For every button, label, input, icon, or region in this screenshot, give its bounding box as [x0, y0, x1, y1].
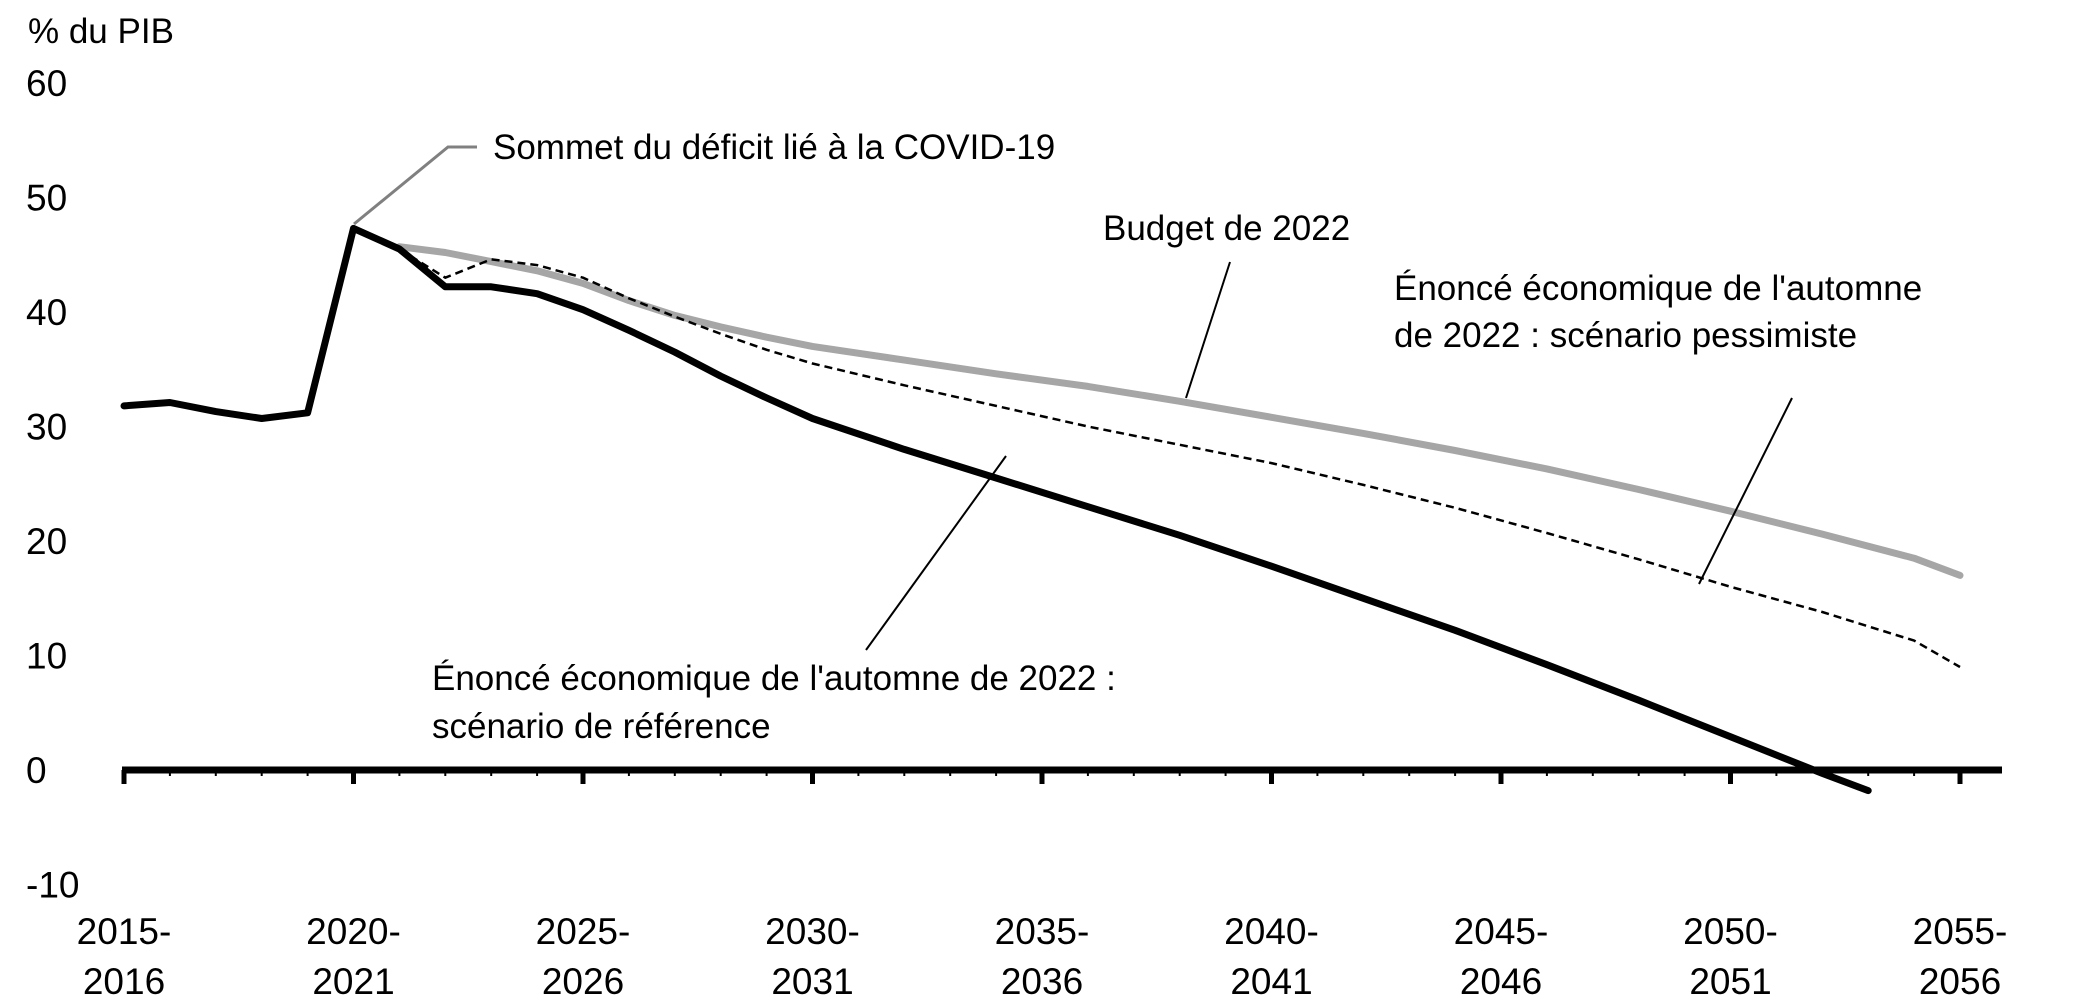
series-line-pessimiste [398, 247, 1961, 669]
x-tick-label: 2020- [306, 911, 401, 952]
y-tick-label: 60 [26, 63, 67, 104]
annotation-reference: Énoncé économique de l'automne de 2022 :… [432, 455, 1116, 746]
annotation-budget: Budget de 2022 [1103, 209, 1350, 399]
y-axis-labels: -10 0 10 20 30 40 50 60 [26, 63, 79, 906]
x-tick-label: 2055- [1913, 911, 2008, 952]
x-tick-label: 2026 [542, 961, 624, 1002]
x-tick-label: 2015- [77, 911, 172, 952]
x-tick-label: 2046 [1460, 961, 1542, 1002]
annotation-reference-text-line1: Énoncé économique de l'automne de 2022 : [432, 659, 1116, 698]
y-tick-label: 40 [26, 292, 67, 333]
x-tick-label: 2021 [312, 961, 394, 1002]
annotation-reference-leader [865, 455, 1007, 651]
y-tick-label: 50 [26, 178, 67, 219]
x-tick-label: 2016 [83, 961, 165, 1002]
annotation-budget-leader [1185, 261, 1231, 399]
x-tick-label: 2045- [1454, 911, 1549, 952]
series-lines [120, 224, 1964, 795]
annotation-peak-leader [353, 145, 477, 226]
annotation-reference-text-line2: scénario de référence [432, 707, 771, 746]
annotation-peak-text: Sommet du déficit lié à la COVID-19 [493, 128, 1055, 167]
x-tick-label: 2030- [765, 911, 860, 952]
y-axis-unit-label: % du PIB [28, 12, 174, 51]
annotation-peak: Sommet du déficit lié à la COVID-19 [353, 128, 1055, 226]
y-tick-label: 0 [26, 750, 47, 791]
annotation-pessimiste-text-line1: Énoncé économique de l'automne [1394, 269, 1922, 308]
annotation-budget-text: Budget de 2022 [1103, 209, 1350, 248]
series-line-budget-2022 [395, 243, 1964, 579]
annotation-pessimiste-text-line2: de 2022 : scénario pessimiste [1394, 316, 1857, 355]
x-tick-label: 2031 [771, 961, 853, 1002]
x-axis-labels: 2015- 2016 2020- 2021 2025- 2026 2030- 2031 2035… [77, 911, 2008, 1002]
x-axis [121, 766, 2002, 784]
x-tick-label: 2036 [1001, 961, 1083, 1002]
x-tick-label: 2051 [1689, 961, 1771, 1002]
annotation-pessimiste-leader [1698, 397, 1793, 585]
x-tick-label: 2041 [1230, 961, 1312, 1002]
x-tick-label: 2040- [1224, 911, 1319, 952]
y-tick-label: 20 [26, 521, 67, 562]
annotation-pessimiste: Énoncé économique de l'automne de 2022 :… [1394, 269, 1922, 585]
y-tick-label: 10 [26, 636, 67, 677]
series-line-reference [120, 224, 1872, 795]
x-tick-label: 2050- [1683, 911, 1778, 952]
x-tick-label: 2025- [536, 911, 631, 952]
y-tick-label: 30 [26, 407, 67, 448]
y-tick-label: -10 [26, 865, 79, 906]
x-tick-label: 2035- [995, 911, 1090, 952]
x-tick-label: 2056 [1919, 961, 2001, 1002]
